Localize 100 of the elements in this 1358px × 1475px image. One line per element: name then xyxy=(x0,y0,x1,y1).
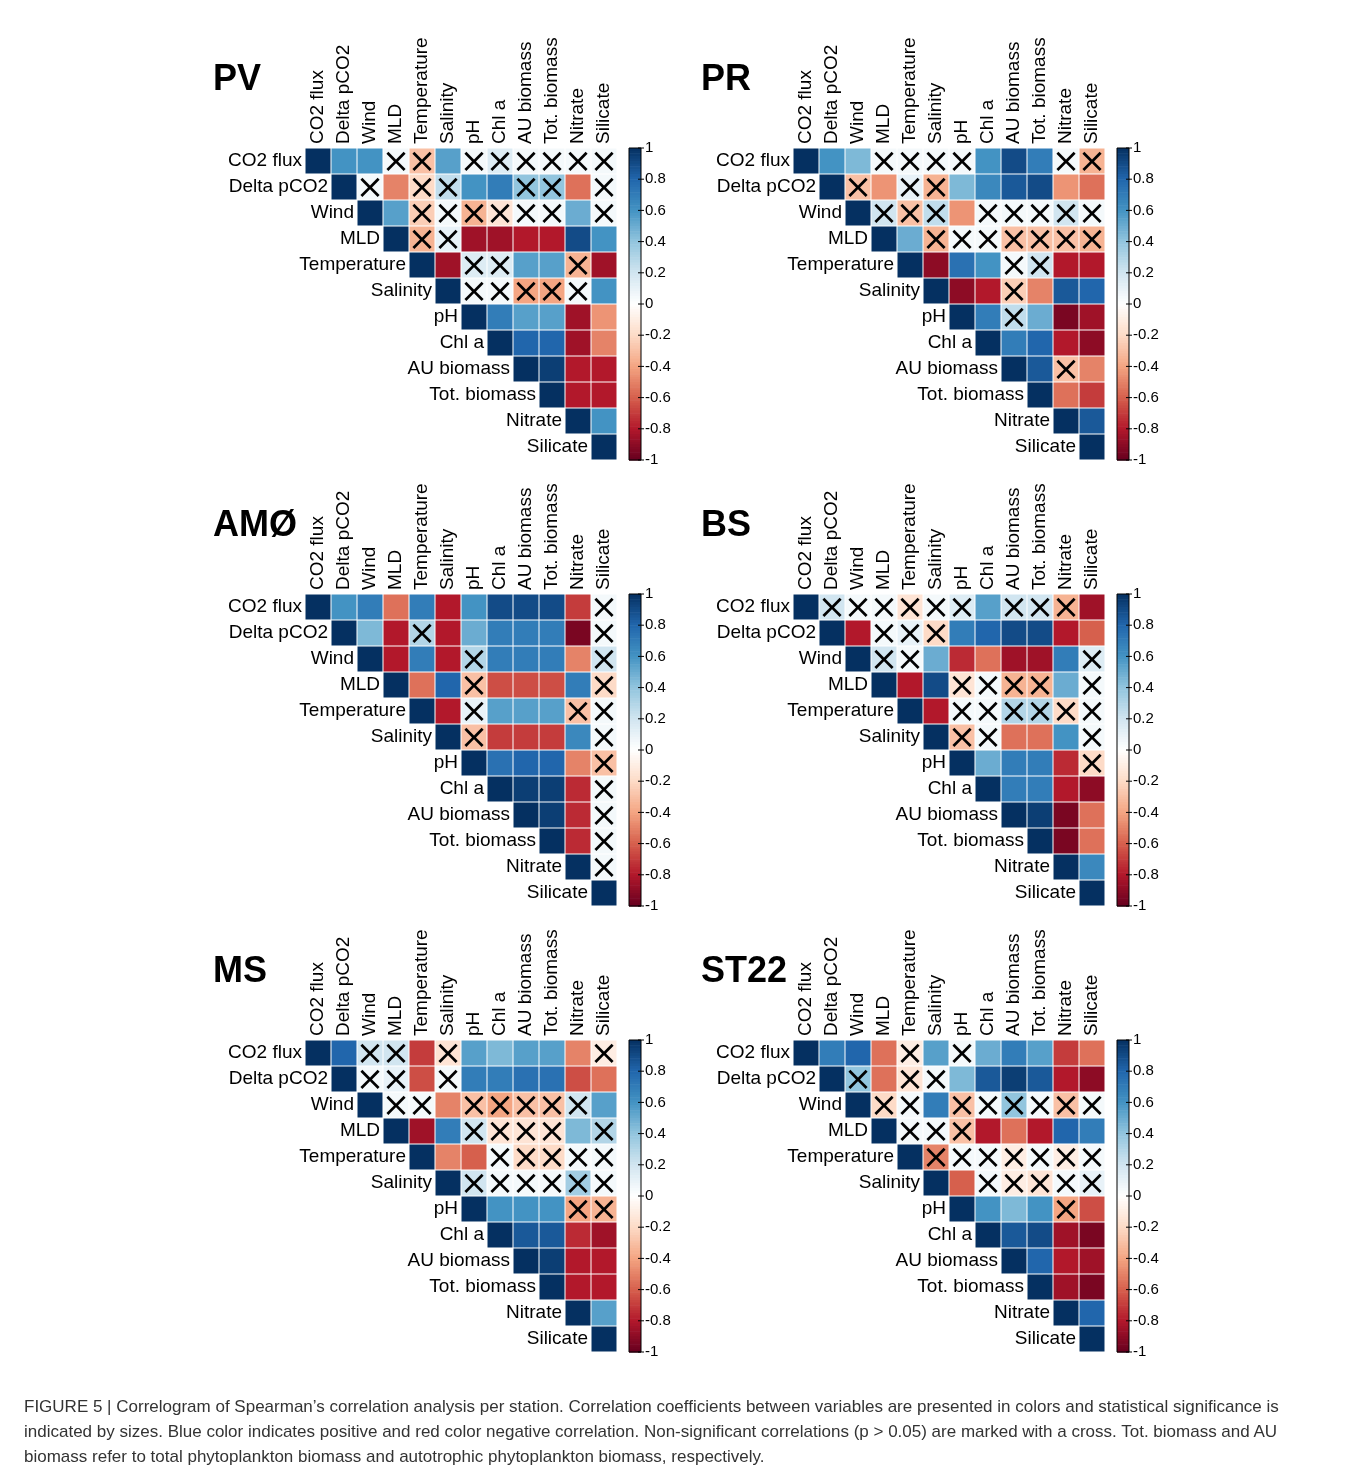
color-bar-label: 1 xyxy=(1133,584,1142,602)
y-tick-label: MLD xyxy=(339,673,380,695)
y-tick-label: Chl a xyxy=(439,331,485,353)
color-bar-label: -0.6 xyxy=(1133,1279,1159,1297)
y-tick-label: AU biomass xyxy=(407,1249,510,1271)
y-tick-label: MLD xyxy=(827,227,868,249)
color-bar-label: -0.2 xyxy=(1133,325,1159,343)
color-bar-label: 1 xyxy=(1133,1030,1142,1048)
y-tick-label: AU biomass xyxy=(895,803,998,825)
data-label: × xyxy=(563,1083,593,1124)
color-bar-label: 0.2 xyxy=(1133,708,1154,726)
y-tick-label: Salinity xyxy=(858,725,921,747)
data-label: × xyxy=(563,689,593,730)
color-bar-label: 0.2 xyxy=(645,262,666,280)
color-bar-label: -0.8 xyxy=(1133,864,1159,882)
color-bar-label: -0.2 xyxy=(1133,771,1159,789)
y-tick-label: Tot. biomass xyxy=(429,383,536,405)
color-bar-label: 0.4 xyxy=(645,231,666,249)
y-tick-label: Silicate xyxy=(1014,881,1076,903)
color-bar-label: -0.6 xyxy=(1133,833,1159,851)
y-tick-label: Salinity xyxy=(370,1171,433,1193)
color-bar-label: 0.4 xyxy=(1133,677,1154,695)
y-tick-label: Wind xyxy=(310,201,354,223)
y-tick-label: MLD xyxy=(827,1119,868,1141)
color-bar-label: 0.2 xyxy=(645,708,666,726)
y-tick-label: Temperature xyxy=(299,699,406,721)
color-bar-label: 0 xyxy=(1133,1186,1142,1204)
data-label: × xyxy=(407,1083,437,1124)
color-bar-label: 0.4 xyxy=(645,1123,666,1141)
y-tick-label: Delta pCO2 xyxy=(716,621,816,643)
y-tick-label: Silicate xyxy=(526,881,588,903)
y-tick-label: Nitrate xyxy=(994,855,1050,877)
data-label: × xyxy=(1051,689,1081,730)
color-bar-label: -0.8 xyxy=(645,418,671,436)
y-tick-label: MLD xyxy=(339,227,380,249)
color-bar-label: -1 xyxy=(1133,896,1147,914)
color-bar-label: -1 xyxy=(645,896,659,914)
color-bar-label: -0.8 xyxy=(645,1310,671,1328)
y-tick-label: CO2 flux xyxy=(228,149,303,171)
y-tick-label: Nitrate xyxy=(506,855,562,877)
data-label: × xyxy=(947,217,977,258)
y-tick-label: pH xyxy=(921,1197,946,1219)
color-bar-label: -0.8 xyxy=(1133,418,1159,436)
y-tick-label: Wind xyxy=(798,647,842,669)
color-bar-label: 0.8 xyxy=(645,615,666,633)
y-tick-label: CO2 flux xyxy=(228,1041,303,1063)
color-bar-label: 0.6 xyxy=(645,200,666,218)
y-tick-label: Temperature xyxy=(299,1145,406,1167)
color-bar-label: 0.8 xyxy=(645,169,666,187)
color-bar-label: -0.2 xyxy=(645,771,671,789)
color-bar-label: 0 xyxy=(645,1186,654,1204)
chart-title: MS xyxy=(213,949,267,990)
y-tick-label: Tot. biomass xyxy=(917,829,1024,851)
y-tick-label: MLD xyxy=(827,673,868,695)
y-tick-label: Nitrate xyxy=(506,1301,562,1323)
y-tick-label: CO2 flux xyxy=(716,595,791,617)
chart-title: AMØ xyxy=(213,503,297,544)
y-tick-label: Temperature xyxy=(787,699,894,721)
color-bar-label: 0.4 xyxy=(645,677,666,695)
color-bar-label: -0.4 xyxy=(1133,1248,1159,1266)
y-tick-label: Wind xyxy=(798,201,842,223)
color-bar-label: 0.8 xyxy=(1133,169,1154,187)
color-bar-label: 0.4 xyxy=(1133,231,1154,249)
y-tick-label: Silicate xyxy=(1014,435,1076,457)
color-bar-label: -1 xyxy=(645,450,659,468)
chart-title: BS xyxy=(701,503,752,544)
color-bar-label: 0 xyxy=(1133,294,1142,312)
y-tick-label: Delta pCO2 xyxy=(228,621,328,643)
y-tick-label: Tot. biomass xyxy=(429,1275,536,1297)
color-bar-label: 0.6 xyxy=(645,1092,666,1110)
y-tick-label: Tot. biomass xyxy=(917,1275,1024,1297)
y-tick-label: Delta pCO2 xyxy=(716,1067,816,1089)
y-tick-label: Temperature xyxy=(787,1145,894,1167)
y-tick-label: pH xyxy=(433,1197,458,1219)
color-bar-label: -0.6 xyxy=(1133,387,1159,405)
color-bar-label: 1 xyxy=(645,1030,654,1048)
color-bar-label: 0.6 xyxy=(1133,646,1154,664)
color-bar-label: -0.8 xyxy=(645,864,671,882)
y-tick-label: CO2 flux xyxy=(716,149,791,171)
color-bar-label: -0.6 xyxy=(645,387,671,405)
y-tick-label: Delta pCO2 xyxy=(716,175,816,197)
color-bar-label: 0 xyxy=(645,740,654,758)
y-tick-label: Tot. biomass xyxy=(917,383,1024,405)
y-tick-label: pH xyxy=(921,305,946,327)
y-tick-label: Wind xyxy=(310,647,354,669)
y-tick-label: Nitrate xyxy=(994,409,1050,431)
color-bar-label: 0.8 xyxy=(1133,1061,1154,1079)
y-tick-label: Temperature xyxy=(787,253,894,275)
data-label: × xyxy=(407,611,437,652)
y-tick-label: Tot. biomass xyxy=(429,829,536,851)
color-bar-label: 0.2 xyxy=(1133,262,1154,280)
color-bar-label: 1 xyxy=(645,584,654,602)
color-bar-label: -0.8 xyxy=(1133,1310,1159,1328)
y-tick-label: pH xyxy=(433,305,458,327)
color-bar-label: -0.2 xyxy=(645,325,671,343)
color-bar-label: 0.8 xyxy=(1133,615,1154,633)
color-bar-label: 0.6 xyxy=(1133,200,1154,218)
caption: FIGURE 5 | Correlogram of Spearman’s correlation analysis per station. Correlation coefficients between variables are presented in colors and statistical significance is indicated by sizes. Blue color indicates positive and red color negative correlation. Non-significant correlations (p > 0.05) are marked with a cross. Tot. biomass and AU biomass refer to total phytoplankton biomass and autotrophic phytoplankton biomass, respectively. xyxy=(24,1396,1280,1468)
y-tick-label: Chl a xyxy=(927,331,973,353)
y-tick-label: Chl a xyxy=(927,1223,973,1245)
